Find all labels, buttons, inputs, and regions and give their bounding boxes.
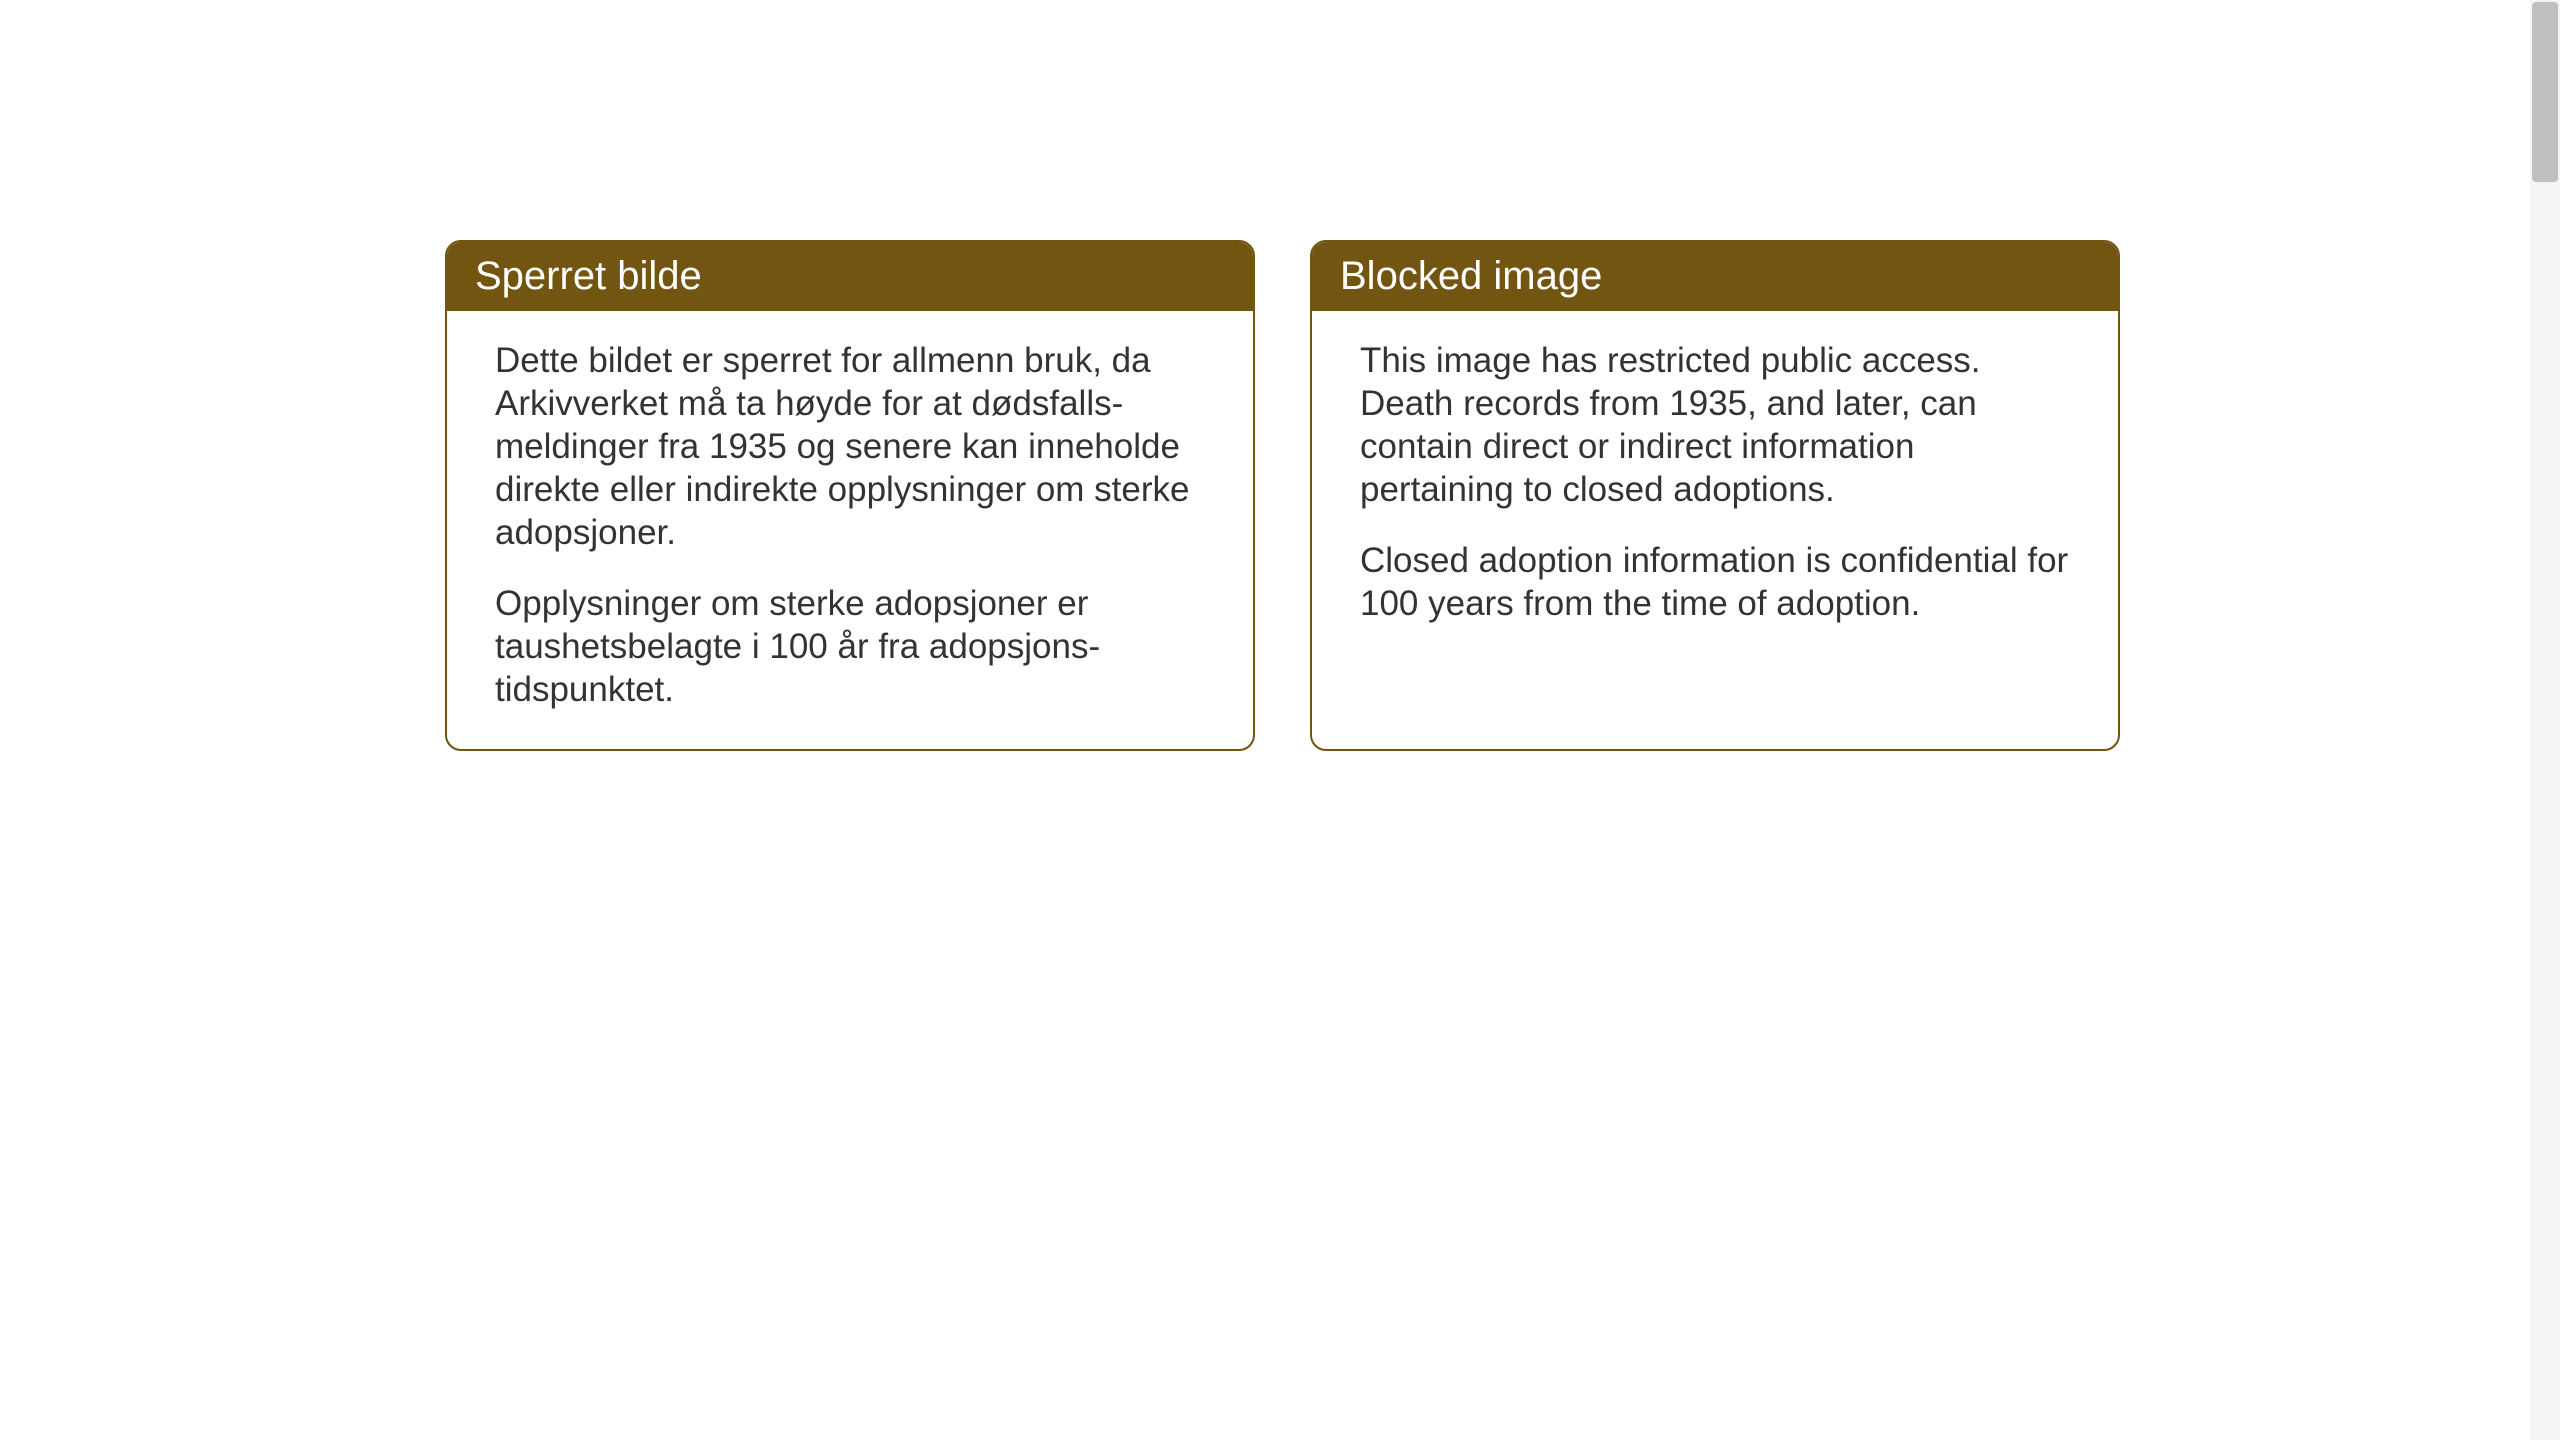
english-card-body: This image has restricted public access.…: [1312, 311, 2118, 663]
norwegian-card-title: Sperret bilde: [447, 242, 1253, 311]
norwegian-paragraph-1: Dette bildet er sperret for allmenn bruk…: [495, 339, 1205, 554]
norwegian-paragraph-2: Opplysninger om sterke adopsjoner er tau…: [495, 582, 1205, 711]
english-paragraph-2: Closed adoption information is confident…: [1360, 539, 2070, 625]
norwegian-card-body: Dette bildet er sperret for allmenn bruk…: [447, 311, 1253, 749]
scrollbar-track[interactable]: [2530, 0, 2560, 1440]
notice-cards-container: Sperret bilde Dette bildet er sperret fo…: [445, 240, 2120, 751]
english-notice-card: Blocked image This image has restricted …: [1310, 240, 2120, 751]
english-paragraph-1: This image has restricted public access.…: [1360, 339, 2070, 511]
scrollbar-thumb[interactable]: [2532, 2, 2558, 182]
english-card-title: Blocked image: [1312, 242, 2118, 311]
norwegian-notice-card: Sperret bilde Dette bildet er sperret fo…: [445, 240, 1255, 751]
